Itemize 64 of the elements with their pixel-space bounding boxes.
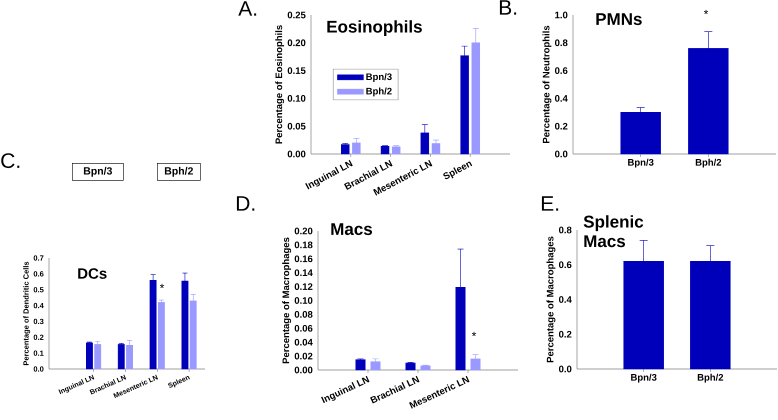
y-tick-label: 0.12 [294, 283, 312, 290]
y-axis-title: Percentage of Macrophages [546, 236, 556, 362]
y-tick-label: 0.0 [554, 150, 568, 158]
y-tick-label: 0.20 [294, 228, 312, 234]
bar [341, 144, 350, 154]
legend-label: Bpn/3 [366, 73, 392, 82]
bar [356, 359, 366, 370]
x-tick-label: Bph/2 [696, 158, 722, 168]
y-tick-label: 0.20 [288, 39, 306, 46]
y-tick-label: 1.0 [555, 12, 568, 18]
text: DCs [78, 268, 107, 279]
legend-label: Bph/2 [366, 88, 392, 96]
bar [158, 302, 165, 370]
chart-title: Eosinophils [327, 20, 422, 36]
y-tick-label: 0.14 [294, 269, 313, 276]
y-tick-label: 0.2 [558, 330, 572, 338]
y-tick-label: 0.08 [294, 311, 313, 318]
bar [380, 146, 390, 154]
x-tick-label: Bph/2 [698, 374, 724, 383]
text: E. [542, 196, 558, 211]
chart-title: Macs [331, 223, 372, 236]
y-tick-label: 0.06 [294, 324, 312, 332]
y-tick-label: 0.6 [554, 67, 568, 74]
y-tick-label: 0.00 [288, 150, 306, 158]
y-tick-label: 0.05 [288, 122, 306, 130]
text: D. [236, 196, 254, 211]
y-axis-title: Percentage of Neutrophils [542, 26, 552, 143]
bar [406, 362, 416, 370]
y-axis-title: Percentage of Macrophages [282, 238, 292, 364]
y-axis-title: Percentage of Eosinophils [275, 25, 284, 144]
bar [118, 344, 125, 370]
y-tick-label: 0.00 [294, 366, 312, 374]
y-tick-label: 0.4 [558, 296, 572, 303]
y-tick-label: 0.8 [558, 226, 572, 234]
bar [94, 344, 102, 370]
chart-title: Splenic Macs [584, 215, 644, 248]
bar [432, 143, 440, 154]
annotation: * [160, 284, 164, 288]
x-tick-label: Bpn/3 [631, 374, 657, 383]
y-tick-label: 0.6 [558, 261, 572, 268]
text: C. [1, 153, 20, 168]
y-tick-label: 0.10 [288, 95, 306, 102]
y-tick-label: 0.02 [294, 352, 312, 360]
y-tick-label: 0.0 [558, 366, 572, 372]
x-tick-label: Bpn/3 [628, 158, 654, 168]
text: * [704, 10, 708, 14]
annotation: * [472, 332, 476, 336]
y-tick-label: 0.2 [554, 122, 568, 130]
bar [86, 342, 93, 370]
y-tick-label: 0.18 [294, 242, 313, 248]
y-tick-label: 0.16 [294, 255, 312, 262]
bar [392, 146, 400, 154]
y-tick-label: 0.04 [294, 338, 313, 346]
bar [470, 358, 481, 370]
y-tick-label: 0.8 [554, 39, 568, 46]
y-tick-label: 0.10 [294, 297, 312, 304]
bar [370, 361, 381, 370]
y-tick-label: 0.15 [288, 67, 306, 74]
chart-title: PMNs [596, 13, 642, 26]
text: B. [500, 0, 516, 15]
bar [420, 366, 431, 370]
y-tick-label: 0.25 [288, 12, 306, 18]
y-tick-label: 0.4 [554, 95, 568, 102]
text: A. [238, 1, 256, 16]
